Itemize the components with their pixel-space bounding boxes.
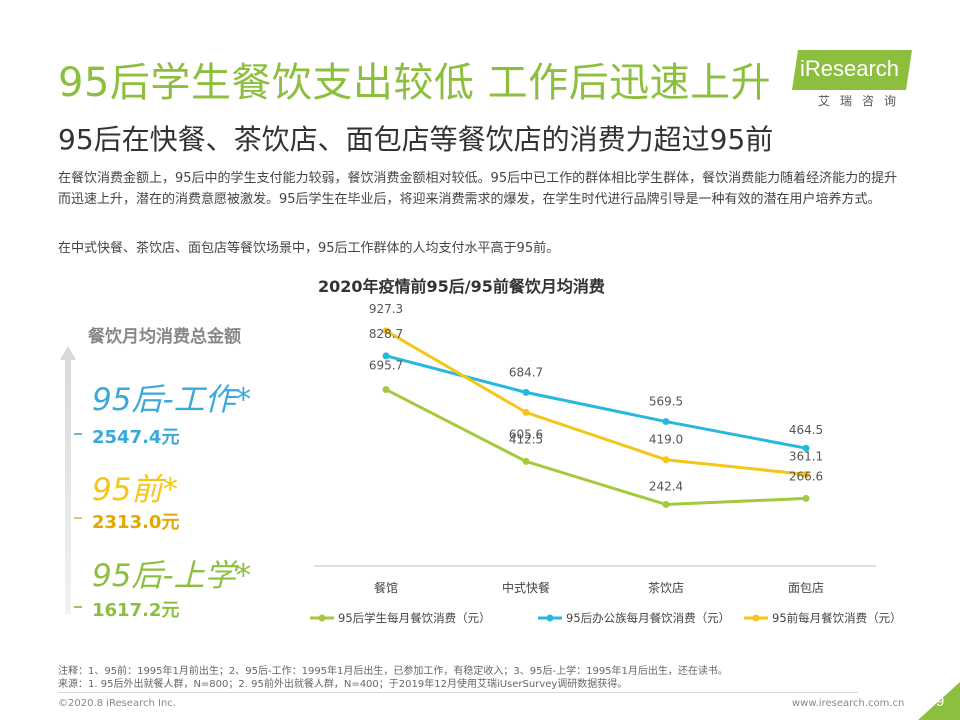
data-label: 828.7: [369, 327, 403, 341]
data-label: 695.7: [369, 359, 403, 373]
data-point: [522, 388, 530, 396]
data-point: [662, 456, 670, 464]
data-label: 242.4: [649, 480, 683, 494]
group-label-95after-work: 95后-工作*: [92, 382, 252, 418]
body-paragraph-1: 在餐饮消费金额上，95后中的学生支付能力较弱，餐饮消费金额相对较低。95后中已工…: [58, 171, 898, 207]
data-point: [382, 352, 390, 360]
x-tick-label: 茶饮店: [648, 580, 684, 595]
x-tick-label: 餐馆: [374, 580, 398, 595]
legend-marker: [546, 614, 554, 622]
source-note: 来源：1. 95后外出就餐人群，N=800；2. 95前外出就餐人群，N=400…: [58, 679, 628, 690]
data-point: [382, 327, 390, 335]
data-label: 927.3: [369, 302, 403, 316]
data-label: 361.1: [789, 449, 823, 463]
footnote: 注释：1、95前：1995年1月前出生；2、95后-工作：1995年1月后出生，…: [58, 666, 728, 677]
group-label-95before: 95前*: [92, 472, 178, 508]
x-tick-label: 中式快餐: [502, 580, 550, 595]
data-label: 419.0: [649, 433, 683, 447]
legend-label: 95前每月餐饮消费（元）: [772, 611, 900, 625]
data-label: 684.7: [509, 365, 543, 379]
data-point: [802, 470, 810, 478]
group-value-95after-study: 1617.2元: [92, 600, 180, 621]
footer-divider: [58, 692, 858, 693]
data-label: 464.5: [789, 423, 823, 437]
body-paragraph-2: 在中式快餐、茶饮店、面包店等餐饮场景中，95后工作群体的人均支付水平高于95前。: [58, 241, 560, 256]
data-label: 569.5: [649, 395, 683, 409]
x-tick-label: 面包店: [788, 581, 824, 595]
data-point: [382, 386, 390, 394]
logo: iResearch: [800, 56, 900, 81]
data-point: [662, 501, 670, 509]
totals-title: 餐饮月均消费总金额: [88, 327, 241, 347]
logo-subtitle: 艾瑞咨询: [818, 94, 907, 108]
series-line: [385, 388, 807, 507]
up-arrow-icon: [60, 346, 76, 614]
data-point: [522, 457, 530, 465]
data-label: 266.6: [789, 469, 823, 483]
data-point: [522, 408, 530, 416]
tick-mark: [74, 606, 82, 608]
website-link[interactable]: www.iresearch.com.cn: [792, 698, 905, 709]
legend-marker: [752, 614, 760, 622]
series-line: [385, 354, 807, 450]
data-point: [662, 418, 670, 426]
chart-title: 2020年疫情前95后/95前餐饮月均消费: [318, 277, 605, 296]
data-label: 412.5: [509, 432, 543, 446]
data-point: [802, 444, 810, 452]
data-label: 605.6: [509, 427, 543, 441]
group-value-95after-work: 2547.4元: [92, 427, 180, 448]
tick-mark: [74, 517, 82, 519]
group-label-95after-study: 95后-上学*: [92, 558, 252, 594]
data-point: [802, 494, 810, 502]
line-chart: 餐馆 中式快餐 茶饮店 面包店 695.7 412.5 242.4 266.6 828.7 684…: [310, 302, 900, 625]
copyright: ©2020.8 iResearch Inc.: [58, 698, 176, 709]
group-value-95before: 2313.0元: [92, 512, 180, 533]
legend-label: 95后学生每月餐饮消费（元）: [338, 611, 491, 625]
page-number: 9: [936, 693, 945, 710]
tick-mark: [74, 433, 82, 435]
logo-badge: [792, 50, 912, 90]
legend-marker: [318, 614, 326, 622]
legend-label: 95后办公族每月餐饮消费（元）: [566, 611, 730, 625]
page-title: 95后学生餐饮支出较低 工作后迅速上升: [58, 60, 772, 106]
series-line: [385, 329, 807, 476]
page-subtitle: 95后在快餐、茶饮店、面包店等餐饮店的消费力超过95前: [58, 123, 774, 156]
page-corner-badge: [918, 682, 960, 720]
